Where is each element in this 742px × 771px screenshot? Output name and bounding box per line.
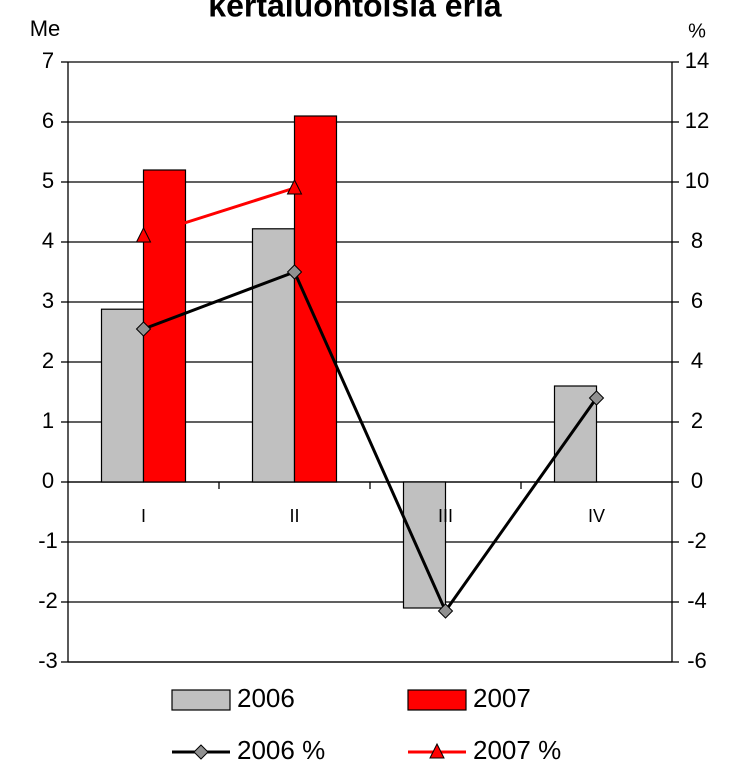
bar (251, 228, 296, 483)
y2-tick-label: -6 (687, 648, 707, 673)
x-tick-label: II (289, 506, 299, 526)
legend-label: 2007 (473, 683, 531, 713)
y2-tick-label: 12 (685, 108, 709, 133)
chart-title: kertaluontoisia eriä (208, 0, 502, 23)
marker (437, 603, 454, 619)
y-tick-label: -3 (38, 648, 58, 673)
bar (553, 385, 598, 483)
y2-tick-label: 6 (691, 288, 703, 313)
legend-swatch (407, 689, 467, 711)
y-tick-label: -2 (38, 588, 58, 613)
y-tick-label: 4 (42, 228, 54, 253)
y2-axis-label: % (688, 20, 706, 42)
y2-tick-label: 10 (685, 168, 709, 193)
y-tick-label: 5 (42, 168, 54, 193)
line (142, 270, 598, 615)
x-tick-label: I (141, 506, 146, 526)
y-tick-label: -1 (38, 528, 58, 553)
marker (193, 744, 209, 760)
marker (588, 390, 605, 406)
bar (293, 115, 338, 483)
y-tick-label: 3 (42, 288, 54, 313)
y2-tick-label: -4 (687, 588, 707, 613)
y2-tick-label: 4 (691, 348, 703, 373)
x-tick-label: IV (588, 506, 605, 526)
y2-tick-label: -2 (687, 528, 707, 553)
y-tick-label: 7 (42, 48, 54, 73)
y2-tick-label: 14 (685, 48, 709, 73)
legend-label: 2007 % (473, 735, 561, 765)
marker (286, 264, 303, 280)
y-tick-label: 2 (42, 348, 54, 373)
y-tick-label: 6 (42, 108, 54, 133)
y2-tick-label: 0 (691, 468, 703, 493)
marker (135, 321, 152, 337)
x-tick-label: III (438, 506, 453, 526)
marker (286, 178, 303, 195)
marker (429, 742, 445, 759)
y-axis-label: Me (30, 16, 61, 41)
y2-tick-label: 8 (691, 228, 703, 253)
legend-label: 2006 (237, 683, 295, 713)
marker (135, 226, 152, 243)
y-tick-label: 0 (42, 468, 54, 493)
y-tick-label: 1 (42, 408, 54, 433)
legend-swatch (171, 689, 231, 711)
y2-tick-label: 2 (691, 408, 703, 433)
bar (100, 308, 145, 483)
bar (402, 481, 447, 609)
legend-label: 2006 % (237, 735, 325, 765)
line (143, 186, 295, 238)
